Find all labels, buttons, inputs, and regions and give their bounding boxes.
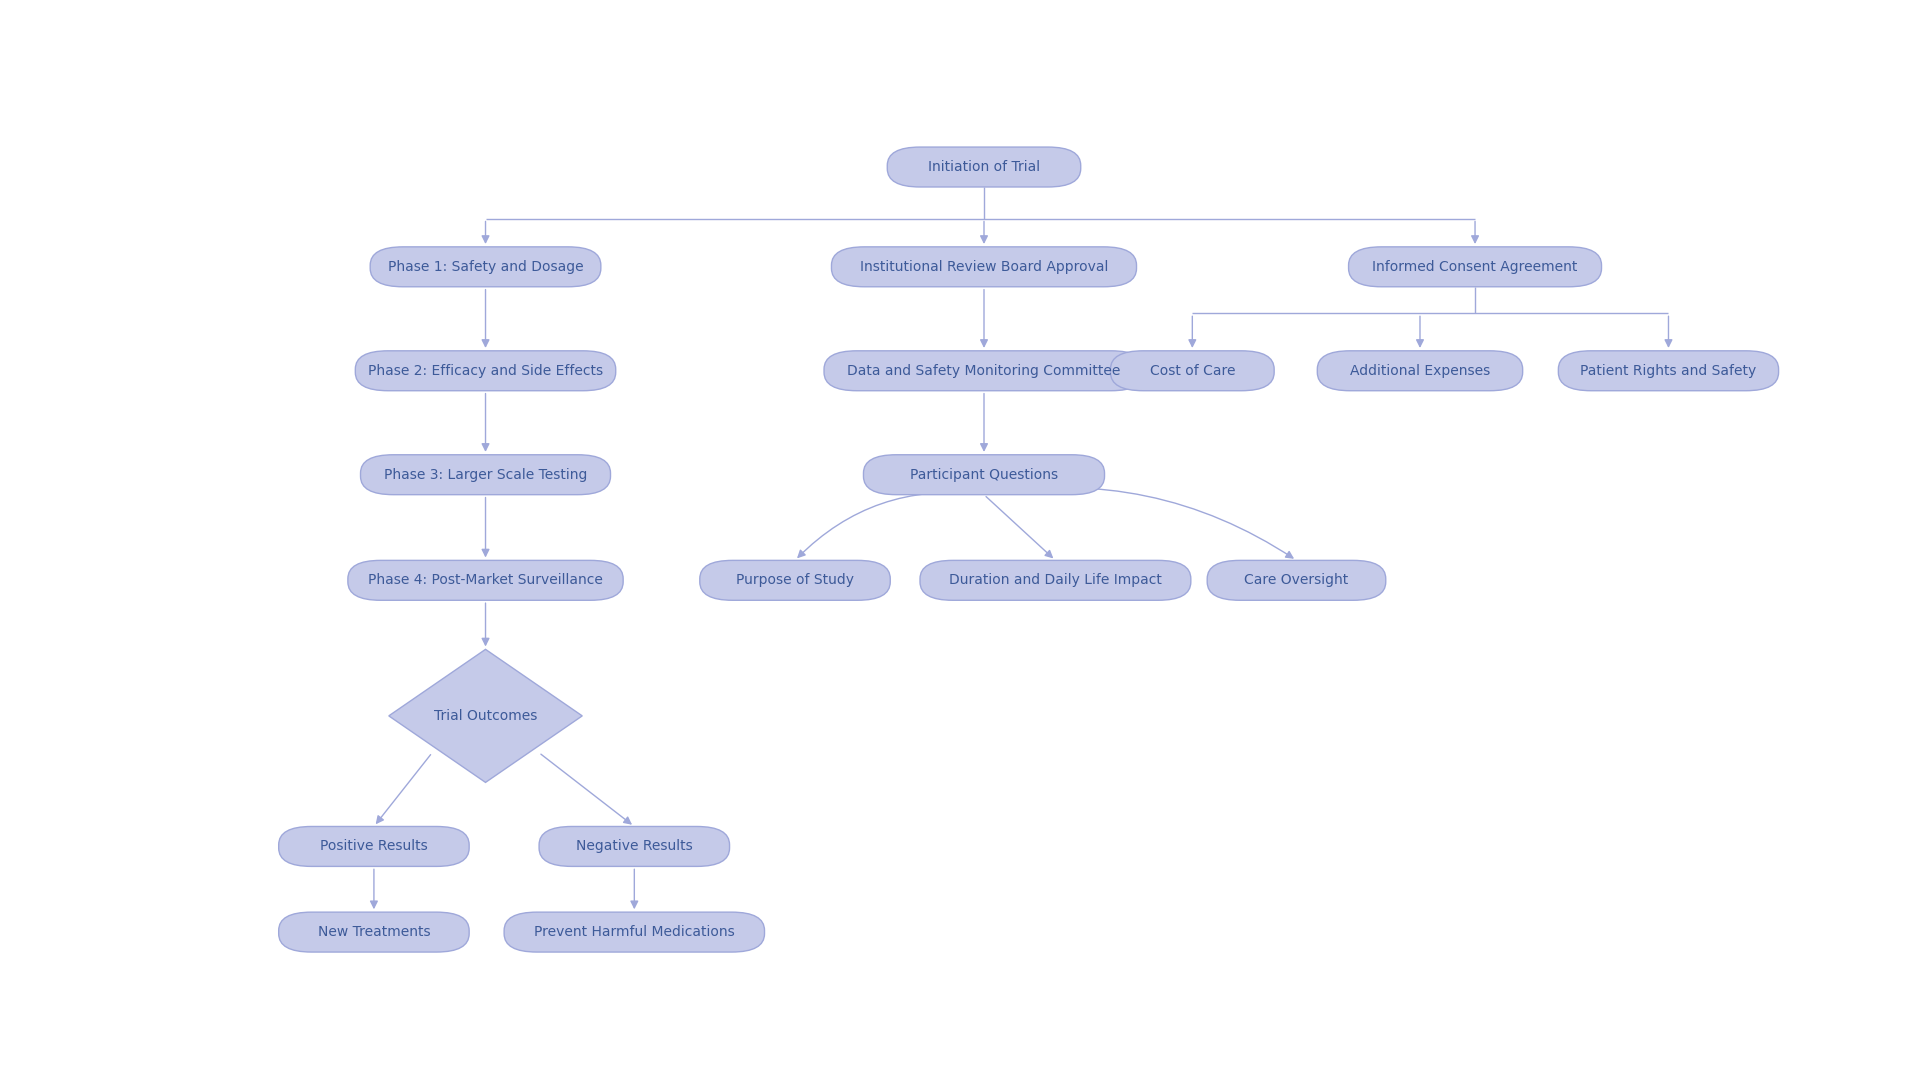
FancyBboxPatch shape bbox=[1110, 351, 1275, 391]
Polygon shape bbox=[388, 649, 582, 782]
FancyBboxPatch shape bbox=[864, 455, 1104, 495]
Text: Initiation of Trial: Initiation of Trial bbox=[927, 160, 1041, 174]
Text: Duration and Daily Life Impact: Duration and Daily Life Impact bbox=[948, 573, 1162, 588]
FancyBboxPatch shape bbox=[348, 561, 624, 600]
Text: Phase 3: Larger Scale Testing: Phase 3: Larger Scale Testing bbox=[384, 468, 588, 482]
FancyBboxPatch shape bbox=[278, 826, 468, 866]
FancyBboxPatch shape bbox=[540, 826, 730, 866]
Text: Patient Rights and Safety: Patient Rights and Safety bbox=[1580, 364, 1757, 378]
Text: New Treatments: New Treatments bbox=[317, 926, 430, 940]
FancyBboxPatch shape bbox=[1348, 247, 1601, 287]
Text: Purpose of Study: Purpose of Study bbox=[735, 573, 854, 588]
Text: Phase 4: Post-Market Surveillance: Phase 4: Post-Market Surveillance bbox=[369, 573, 603, 588]
FancyBboxPatch shape bbox=[824, 351, 1144, 391]
Text: Informed Consent Agreement: Informed Consent Agreement bbox=[1373, 260, 1578, 274]
Text: Care Oversight: Care Oversight bbox=[1244, 573, 1348, 588]
Text: Negative Results: Negative Results bbox=[576, 839, 693, 853]
FancyBboxPatch shape bbox=[920, 561, 1190, 600]
FancyBboxPatch shape bbox=[887, 147, 1081, 187]
FancyBboxPatch shape bbox=[505, 913, 764, 953]
Text: Institutional Review Board Approval: Institutional Review Board Approval bbox=[860, 260, 1108, 274]
Text: Data and Safety Monitoring Committee: Data and Safety Monitoring Committee bbox=[847, 364, 1121, 378]
Text: Phase 1: Safety and Dosage: Phase 1: Safety and Dosage bbox=[388, 260, 584, 274]
FancyBboxPatch shape bbox=[1559, 351, 1778, 391]
FancyBboxPatch shape bbox=[1317, 351, 1523, 391]
FancyBboxPatch shape bbox=[278, 913, 468, 953]
Text: Cost of Care: Cost of Care bbox=[1150, 364, 1235, 378]
FancyBboxPatch shape bbox=[371, 247, 601, 287]
FancyBboxPatch shape bbox=[1208, 561, 1386, 600]
Text: Positive Results: Positive Results bbox=[321, 839, 428, 853]
Text: Trial Outcomes: Trial Outcomes bbox=[434, 708, 538, 723]
Text: Participant Questions: Participant Questions bbox=[910, 468, 1058, 482]
FancyBboxPatch shape bbox=[355, 351, 616, 391]
FancyBboxPatch shape bbox=[361, 455, 611, 495]
FancyBboxPatch shape bbox=[831, 247, 1137, 287]
Text: Additional Expenses: Additional Expenses bbox=[1350, 364, 1490, 378]
Text: Prevent Harmful Medications: Prevent Harmful Medications bbox=[534, 926, 735, 940]
Text: Phase 2: Efficacy and Side Effects: Phase 2: Efficacy and Side Effects bbox=[369, 364, 603, 378]
FancyBboxPatch shape bbox=[699, 561, 891, 600]
